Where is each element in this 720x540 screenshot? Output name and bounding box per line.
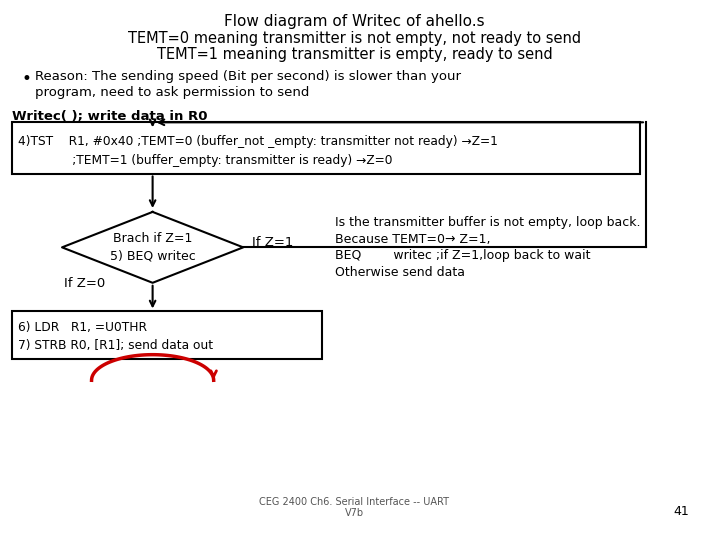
FancyBboxPatch shape (12, 312, 322, 359)
Text: ;TEMT=1 (buffer_empty: transmitter is ready) →Z=0: ;TEMT=1 (buffer_empty: transmitter is re… (18, 154, 392, 167)
Text: 4)TST    R1, #0x40 ;TEMT=0 (buffer_not _empty: transmitter not ready) →Z=1: 4)TST R1, #0x40 ;TEMT=0 (buffer_not _emp… (18, 135, 498, 148)
Text: 41: 41 (673, 505, 689, 518)
Text: BEQ        writec ;if Z=1,loop back to wait: BEQ writec ;if Z=1,loop back to wait (335, 249, 590, 262)
Text: 7) STRB R0, [R1]; send data out: 7) STRB R0, [R1]; send data out (18, 339, 213, 352)
Text: 6) LDR   R1, =U0THR: 6) LDR R1, =U0THR (18, 321, 147, 334)
Text: If Z=1: If Z=1 (252, 236, 294, 249)
Text: Is the transmitter buffer is not empty, loop back.: Is the transmitter buffer is not empty, … (335, 216, 640, 229)
Text: •: • (22, 70, 32, 88)
Text: If Z=0: If Z=0 (64, 277, 105, 290)
Text: Otherwise send data: Otherwise send data (335, 266, 464, 279)
Text: program, need to ask permission to send: program, need to ask permission to send (35, 86, 310, 99)
Text: Writec( ); write data in R0: Writec( ); write data in R0 (12, 111, 207, 124)
Text: CEG 2400 Ch6. Serial Interface -- UART
V7b: CEG 2400 Ch6. Serial Interface -- UART V… (259, 496, 449, 518)
Text: Because TEMT=0→ Z=1,: Because TEMT=0→ Z=1, (335, 233, 490, 246)
Text: 5) BEQ writec: 5) BEQ writec (109, 249, 196, 263)
Text: TEMT=1 meaning transmitter is empty, ready to send: TEMT=1 meaning transmitter is empty, rea… (156, 48, 552, 63)
Text: Brach if Z=1: Brach if Z=1 (113, 232, 192, 245)
Text: Flow diagram of Writec of ahello.s: Flow diagram of Writec of ahello.s (224, 14, 485, 29)
Text: Reason: The sending speed (Bit per second) is slower than your: Reason: The sending speed (Bit per secon… (35, 70, 462, 83)
Text: TEMT=0 meaning transmitter is not empty, not ready to send: TEMT=0 meaning transmitter is not empty,… (128, 31, 581, 46)
FancyBboxPatch shape (12, 123, 640, 173)
